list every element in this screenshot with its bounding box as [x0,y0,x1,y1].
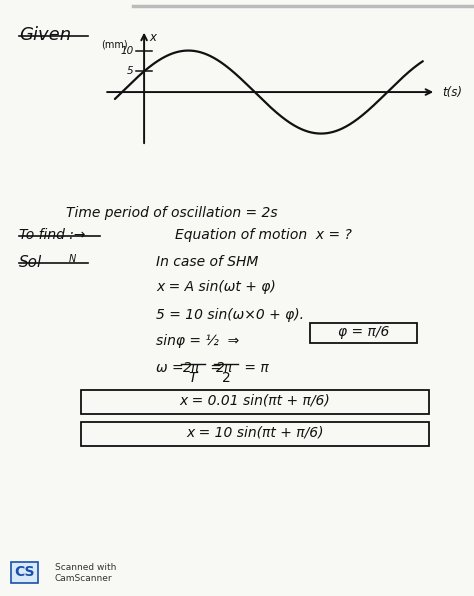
Text: x = A sin(ωt + φ): x = A sin(ωt + φ) [156,280,276,294]
Text: sinφ = ½  ⇒: sinφ = ½ ⇒ [156,334,240,347]
Text: 2π: 2π [182,361,200,375]
Text: 5: 5 [127,66,134,76]
Text: Scanned with: Scanned with [55,563,116,572]
Text: In case of SHM: In case of SHM [156,255,259,269]
Text: Sol: Sol [19,255,42,270]
Text: CS: CS [14,566,35,579]
Text: To find :→: To find :→ [19,228,85,241]
Text: 2: 2 [222,371,230,384]
Text: x = 10 sin(πt + π/6): x = 10 sin(πt + π/6) [186,425,324,439]
Text: 2π: 2π [216,361,233,375]
Bar [310,323,417,343]
Text: (mm): (mm) [101,39,128,49]
Text: 10: 10 [120,45,134,55]
Text: CamScanner: CamScanner [55,574,112,583]
Bar [81,390,429,414]
Text: 5 = 10 sin(ω×0 + φ).: 5 = 10 sin(ω×0 + φ). [156,308,304,321]
Text: T: T [189,371,197,384]
Text: φ = π/6: φ = π/6 [338,325,390,339]
Text: ω =: ω = [156,361,184,375]
Text: Time period of oscillation = 2s: Time period of oscillation = 2s [66,206,278,219]
Bar [81,422,429,446]
Text: = π: = π [240,361,269,375]
Text: Equation of motion  x = ?: Equation of motion x = ? [175,228,352,241]
Text: t(s): t(s) [443,86,463,98]
Text: Given: Given [19,26,71,44]
Text: x: x [149,31,156,44]
Text: =: = [206,361,227,375]
Text: N: N [69,254,76,264]
Text: x = 0.01 sin(πt + π/6): x = 0.01 sin(πt + π/6) [179,393,330,408]
